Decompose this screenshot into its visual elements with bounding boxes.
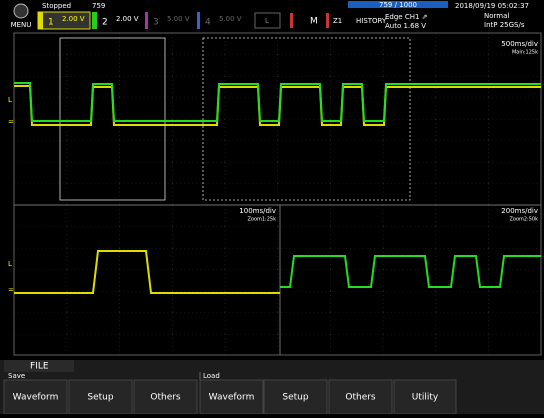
ch-num[interactable]: 1 (48, 18, 54, 28)
run-state: Stopped (42, 2, 71, 10)
group-label: Load (203, 372, 220, 380)
menu-button[interactable]: MENU (11, 21, 32, 29)
menu-button[interactable] (3, 379, 68, 415)
svg-text:=: = (8, 286, 14, 294)
menu-button-label[interactable]: Others (345, 393, 376, 403)
acq-count: 759 (92, 2, 105, 10)
menu-button-label[interactable]: Setup (282, 393, 308, 403)
menu-button-label[interactable]: Waveform (209, 393, 255, 403)
record-length: Main:125k (512, 50, 538, 56)
zoom-button[interactable]: Z1 (333, 17, 342, 25)
ch-scale[interactable]: 2.00 V (116, 15, 139, 23)
menu-tab[interactable]: FILE (30, 362, 49, 372)
history-button[interactable]: HISTORY (356, 17, 387, 25)
datetime: 2018/09/19 05:02:37 (455, 2, 529, 10)
group-label: Save (8, 372, 25, 380)
timebase: 100ms/div (239, 207, 276, 215)
header: MENU Stopped 759 1 2.00 V 2 2.00 V 3 5.0… (11, 1, 529, 30)
menu-button-label[interactable]: Waveform (13, 393, 59, 403)
main-window: 500ms/div Main:125k L = (8, 32, 542, 206)
ch-scale[interactable]: 5.00 V (167, 15, 190, 23)
menu-button-label[interactable]: Setup (87, 393, 113, 403)
soft-menu: FILE Save Load Waveform Setup Others Wavefo… (0, 360, 544, 415)
trigger-type: Edge CH1 ⇗ (385, 13, 428, 21)
menu-button-label[interactable]: Others (150, 393, 181, 403)
history-bar: 759 / 1000 (379, 1, 417, 9)
svg-text:L: L (8, 96, 12, 104)
logic-button[interactable]: L (265, 17, 269, 25)
ch-scale[interactable]: 2.00 V (62, 15, 85, 23)
menu-button-label[interactable]: Utility (412, 393, 439, 403)
menu-button[interactable] (263, 379, 328, 415)
sample-rate: IntP 25GS/s (484, 21, 525, 29)
trigger-level: Auto 1.68 V (385, 22, 426, 30)
timebase: 200ms/div (501, 207, 538, 215)
menu-button[interactable] (328, 379, 393, 415)
menu-button[interactable] (68, 379, 133, 415)
zoom-windows: 100ms/div Zoom1:25k 200ms/div Zoom2:50k … (8, 204, 542, 356)
menu-button[interactable] (393, 379, 457, 415)
menu-button[interactable] (199, 379, 264, 415)
acq-mode: Normal (484, 12, 509, 20)
svg-text:=: = (8, 118, 14, 126)
math-button[interactable]: M (310, 17, 318, 27)
timebase: 500ms/div (501, 40, 538, 48)
ch-num[interactable]: 4 (205, 18, 211, 28)
record-length: Zoom2:50k (509, 217, 538, 223)
ch-num[interactable]: 2 (102, 18, 108, 28)
svg-text:L: L (8, 260, 12, 268)
ch-scale[interactable]: 5.00 V (219, 15, 242, 23)
ch-num[interactable]: 3 (153, 18, 159, 28)
record-length: Zoom1:25k (247, 217, 276, 223)
